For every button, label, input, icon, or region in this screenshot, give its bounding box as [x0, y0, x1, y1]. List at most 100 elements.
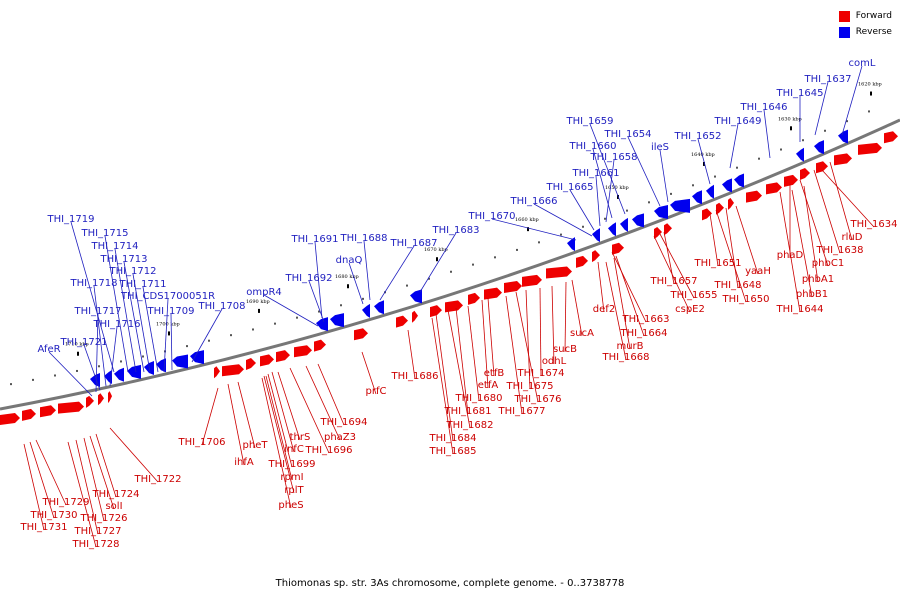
gene-label[interactable]: THI_1688: [339, 233, 387, 244]
gene-label[interactable]: THI_1681: [443, 406, 491, 417]
gene-label[interactable]: solI: [105, 501, 122, 512]
gene-label[interactable]: sucB: [553, 344, 577, 355]
gene-feature: [706, 184, 714, 199]
gene-label[interactable]: THI_1645: [775, 88, 823, 99]
gene-label[interactable]: THI_1686: [390, 371, 438, 382]
gene-label[interactable]: phbA1: [802, 274, 834, 285]
gene-label[interactable]: sucA: [570, 328, 594, 339]
gene-label[interactable]: cspE2: [675, 304, 705, 315]
gene-label[interactable]: THI_1726: [79, 513, 127, 524]
gene-label[interactable]: THI_1680: [454, 393, 502, 404]
gene-label[interactable]: pheT: [243, 440, 269, 451]
gene-label[interactable]: THI_1651: [693, 258, 741, 269]
gene-label[interactable]: THI_1668: [601, 352, 649, 363]
leader-line: [615, 255, 645, 337]
gene-label[interactable]: comL: [849, 58, 876, 69]
gene-label[interactable]: THI_1674: [516, 368, 564, 379]
gene-label[interactable]: rpmI: [280, 472, 303, 483]
gene-label[interactable]: THI_1727: [73, 526, 121, 537]
gene-label[interactable]: THI_1724: [91, 489, 139, 500]
gene-label[interactable]: dnaQ: [336, 255, 363, 266]
gene-label[interactable]: phbC1: [812, 258, 844, 269]
gene-label[interactable]: odhL: [542, 356, 567, 367]
gene-label[interactable]: THI_1648: [713, 280, 761, 291]
gene-label[interactable]: THI_1719: [46, 214, 94, 225]
gene-label[interactable]: def2: [593, 304, 615, 315]
gene-label[interactable]: THI_1660: [568, 141, 616, 152]
gene-label[interactable]: THI_1659: [565, 116, 613, 127]
gene-label[interactable]: THI_1691: [290, 234, 338, 245]
leader-line: [715, 209, 747, 303]
gene-label[interactable]: THI_1699: [267, 459, 315, 470]
gene-label[interactable]: THI_1676: [513, 394, 561, 405]
gene-label[interactable]: THI_1654: [603, 129, 651, 140]
leader-line: [505, 295, 523, 415]
gene-label[interactable]: ihfA: [234, 457, 254, 468]
gene-label[interactable]: THI_1717: [73, 306, 121, 317]
gene-label[interactable]: pheS: [278, 500, 303, 511]
gene-label[interactable]: THI_1677: [497, 406, 545, 417]
gene-label[interactable]: THI_1670: [467, 211, 515, 222]
gene-label[interactable]: THI_1706: [177, 437, 225, 448]
gene-label[interactable]: THI_1657: [649, 276, 697, 287]
gene-label[interactable]: THI_1638: [815, 245, 863, 256]
gene-label[interactable]: THI_1685: [428, 446, 476, 457]
gene-label[interactable]: THI_1650: [721, 294, 769, 305]
gene-label[interactable]: THI_1644: [775, 304, 823, 315]
gene-label[interactable]: phbB1: [796, 289, 828, 300]
gene-label[interactable]: THI_1682: [445, 420, 493, 431]
gene-label[interactable]: etfB: [484, 368, 505, 379]
gene-label[interactable]: THI_1637: [803, 74, 851, 85]
gene-label[interactable]: thrS: [290, 432, 311, 443]
gene-label[interactable]: THI_1714: [90, 241, 138, 252]
gene-label[interactable]: rplT: [284, 485, 304, 496]
gene-label[interactable]: prfC: [366, 386, 387, 397]
gene-label[interactable]: THI_1711: [118, 279, 166, 290]
gene-label[interactable]: THI_1696: [304, 445, 352, 456]
gene-label[interactable]: THI_1718: [69, 278, 117, 289]
gene-label[interactable]: THI_1683: [431, 225, 479, 236]
gene-label[interactable]: THI_1675: [505, 381, 553, 392]
gene-label[interactable]: THI_1713: [99, 254, 147, 265]
gene-label[interactable]: ompR4: [246, 287, 282, 298]
gene-label[interactable]: THI_1655: [669, 290, 717, 301]
gene-label[interactable]: THI_1709: [146, 306, 194, 317]
gene-label[interactable]: THI_1661: [571, 168, 619, 179]
gene-label[interactable]: THI_CDS1700051R: [120, 291, 215, 302]
gene-label[interactable]: THI_1652: [673, 131, 721, 142]
gene-label[interactable]: phaZ3: [324, 432, 356, 443]
spacing-dot: [428, 277, 430, 280]
gene-label[interactable]: THI_1715: [80, 228, 128, 239]
gene-label[interactable]: yaaH: [745, 266, 771, 277]
gene-label[interactable]: THI_1692: [284, 273, 332, 284]
gene-label[interactable]: THI_1666: [509, 196, 557, 207]
gene-label[interactable]: etfA: [478, 380, 499, 391]
gene-label[interactable]: THI_1694: [319, 417, 367, 428]
gene-label[interactable]: AfeR: [37, 344, 60, 355]
gene-label[interactable]: THI_1722: [133, 474, 181, 485]
gene-label[interactable]: THI_1658: [589, 152, 637, 163]
gene-label[interactable]: THI_1664: [619, 328, 667, 339]
gene-label[interactable]: THI_1684: [428, 433, 476, 444]
gene-label[interactable]: THI_1665: [545, 182, 593, 193]
gene-label[interactable]: rluD: [842, 232, 863, 243]
gene-label[interactable]: THI_1634: [849, 219, 897, 230]
gene-label[interactable]: THI_1728: [71, 539, 119, 550]
gene-label[interactable]: murB: [616, 341, 643, 352]
gene-label[interactable]: phaD: [777, 250, 804, 261]
gene-feature: [260, 354, 274, 367]
gene-label[interactable]: THI_1649: [713, 116, 761, 127]
gene-label[interactable]: infC: [284, 444, 304, 455]
gene-label[interactable]: THI_1708: [197, 301, 245, 312]
gene-label[interactable]: THI_1712: [108, 266, 156, 277]
gene-label[interactable]: THI_1687: [389, 238, 437, 249]
gene-label[interactable]: THI_1730: [29, 510, 77, 521]
leader-line: [813, 169, 841, 254]
gene-label[interactable]: ileS: [651, 142, 669, 153]
gene-label[interactable]: THI_1716: [92, 319, 140, 330]
gene-label[interactable]: THI_1646: [739, 102, 787, 113]
gene-label[interactable]: THI_1721: [59, 337, 107, 348]
gene-label[interactable]: THI_1731: [19, 522, 67, 533]
gene-label[interactable]: THI_1729: [41, 497, 89, 508]
gene-label[interactable]: THI_1663: [621, 314, 669, 325]
